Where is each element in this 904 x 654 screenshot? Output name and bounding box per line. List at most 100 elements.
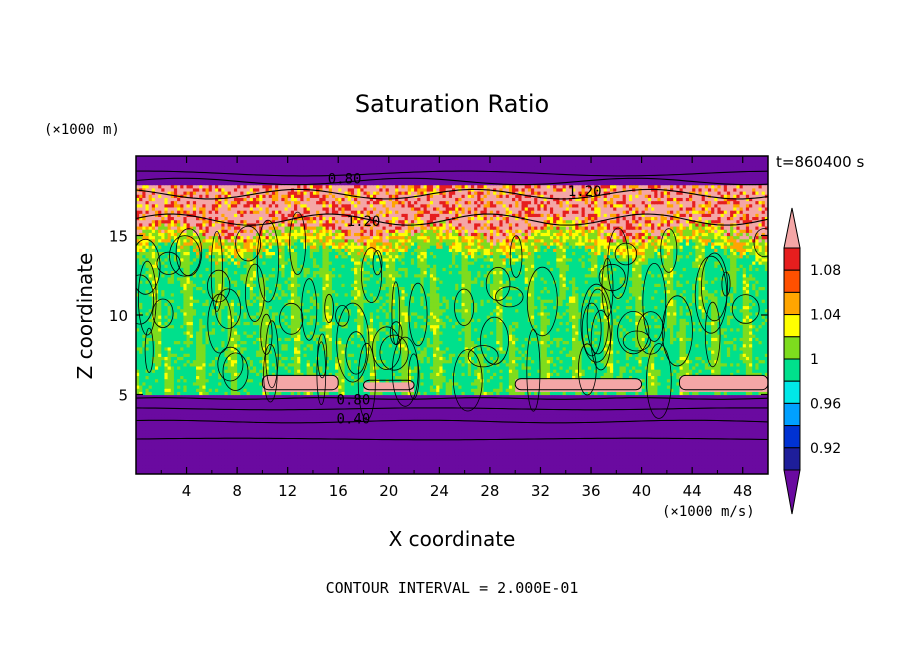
heatmap-cell (186, 439, 191, 443)
heatmap-cell (474, 470, 478, 474)
heatmap-cell (647, 451, 652, 456)
heatmap-cell (613, 429, 617, 434)
heatmap-cell (584, 439, 589, 443)
heatmap-cell (183, 458, 188, 462)
heatmap-cell (309, 445, 314, 450)
heatmap-cell (505, 426, 510, 431)
heatmap-cell (489, 442, 494, 446)
heatmap-cell (294, 461, 298, 466)
heatmap-cell (344, 448, 349, 453)
heatmap-cell (360, 451, 365, 456)
heatmap-cell (730, 445, 734, 450)
heatmap-cell (508, 470, 513, 474)
heatmap-cell (496, 448, 500, 453)
heatmap-cell (136, 461, 140, 466)
heatmap-cell (603, 423, 608, 427)
heatmap-cell (508, 454, 513, 459)
heatmap-cell (764, 445, 768, 450)
heatmap-cell (369, 448, 374, 453)
heatmap-cell (568, 464, 573, 469)
heatmap-cell (480, 442, 485, 446)
heatmap-cell (410, 467, 415, 472)
heatmap-cell (676, 451, 681, 456)
heatmap-cell (654, 451, 658, 456)
heatmap-cell (628, 439, 633, 443)
heatmap-cell (186, 458, 191, 462)
heatmap-cell (581, 416, 586, 421)
heatmap-cell (666, 419, 671, 424)
heatmap-cell (499, 416, 504, 421)
heatmap-cell (591, 416, 595, 421)
heatmap-cell (654, 439, 658, 443)
heatmap-cell (177, 467, 181, 472)
heatmap-cell (180, 429, 184, 434)
heatmap-cell (436, 458, 440, 462)
heatmap-cell (553, 451, 557, 456)
heatmap-cell (211, 429, 216, 434)
heatmap-cell (711, 448, 715, 453)
heatmap-cell (423, 451, 428, 456)
heatmap-cell (205, 451, 210, 456)
heatmap-cell (720, 439, 725, 443)
heatmap-cell (312, 464, 317, 469)
heatmap-cell (312, 448, 317, 453)
heatmap-cell (290, 454, 295, 459)
heatmap-cell (136, 423, 140, 427)
heatmap-cell (537, 426, 542, 431)
heatmap-cell (151, 454, 156, 459)
heatmap-cell (439, 464, 444, 469)
heatmap-cell (632, 458, 636, 462)
heatmap-cell (739, 451, 744, 456)
heatmap-cell (622, 442, 627, 446)
heatmap-cell (562, 426, 567, 431)
heatmap-cell (423, 458, 428, 462)
heatmap-cell (755, 458, 760, 462)
heatmap-cell (749, 426, 753, 431)
heatmap-cell (644, 419, 649, 424)
heatmap-cell (587, 461, 592, 466)
heatmap-cell (480, 467, 485, 472)
heatmap-cell (638, 423, 643, 427)
heatmap-cell (154, 442, 159, 446)
heatmap-cell (227, 426, 232, 431)
heatmap-cell (695, 432, 700, 437)
heatmap-cell (518, 445, 523, 450)
heatmap-cell (177, 451, 181, 456)
heatmap-cell (373, 445, 377, 450)
heatmap-cell (442, 432, 447, 437)
heatmap-cell (284, 413, 289, 418)
heatmap-cell (477, 423, 482, 427)
heatmap-cell (275, 439, 279, 443)
heatmap-cell (717, 458, 722, 462)
heatmap-cell (676, 435, 681, 440)
heatmap-cell (287, 470, 292, 474)
heatmap-cell (202, 429, 207, 434)
heatmap-cell (366, 445, 371, 450)
heatmap-cell (610, 432, 614, 437)
heatmap-cell (180, 413, 184, 418)
heatmap-cell (527, 445, 532, 450)
heatmap-cell (344, 458, 349, 462)
heatmap-cell (764, 454, 768, 459)
heatmap-cell (417, 435, 421, 440)
heatmap-cell (673, 451, 677, 456)
heatmap-cell (309, 467, 314, 472)
heatmap-cell (306, 432, 311, 437)
heatmap-cell (338, 458, 342, 462)
heatmap-cell (512, 439, 516, 443)
heatmap-cell (679, 442, 684, 446)
heatmap-cell (581, 445, 586, 450)
heatmap-cell (733, 448, 737, 453)
heatmap-cell (417, 439, 421, 443)
heatmap-cell (761, 451, 766, 456)
heatmap-cell (654, 442, 658, 446)
heatmap-cell (398, 470, 403, 474)
heatmap-cell (676, 432, 681, 437)
heatmap-cell (148, 458, 153, 462)
heatmap-cell (452, 416, 456, 421)
heatmap-cell (701, 423, 706, 427)
heatmap-cell (426, 416, 431, 421)
heatmap-cell (439, 426, 444, 431)
heatmap-cell (167, 419, 172, 424)
heatmap-cell (161, 423, 166, 427)
